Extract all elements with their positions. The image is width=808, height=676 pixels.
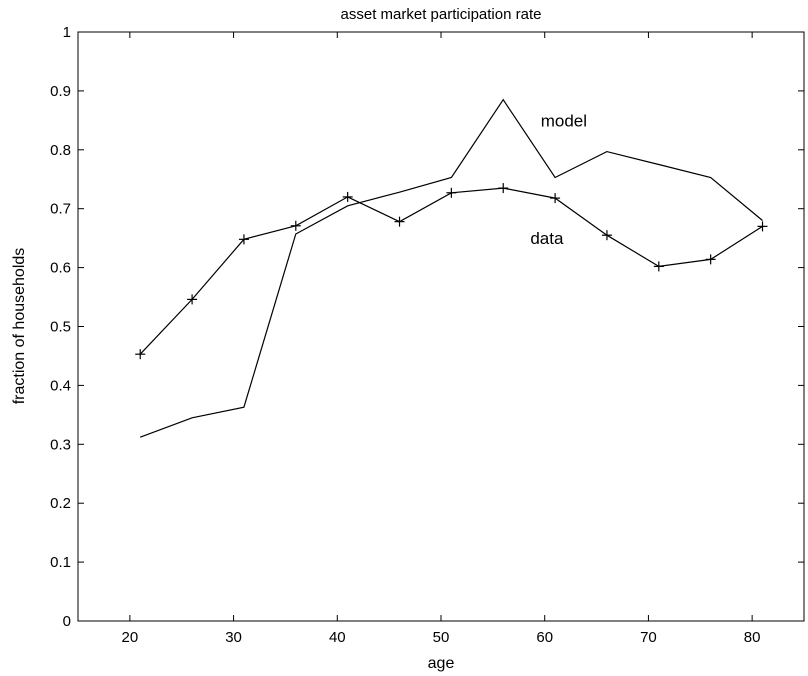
x-tick-label: 70 [640,629,657,646]
annotation-data: data [530,229,564,248]
annotation-layer: model data [530,111,587,248]
x-axis-label: age [428,655,455,672]
y-tick-label: 0.1 [50,554,71,571]
y-tick-label: 0 [63,613,71,630]
y-tick-label: 0.3 [50,436,71,453]
y-tick-label: 0.4 [50,377,71,394]
x-tick-label: 80 [744,629,761,646]
x-tick-label: 60 [536,629,553,646]
y-tick-label: 0.2 [50,495,71,512]
axis-ticks: 20 30 40 50 60 70 80 0 0.1 0.2 0.3 0.4 0.5 0.6 0.7 0.8 0… [50,24,804,646]
y-axis-label: fraction of households [11,248,28,405]
y-tick-label: 0.6 [50,260,71,277]
x-tick-label: 40 [329,629,346,646]
data-point-data [238,234,249,245]
series-line-model [139,98,763,438]
data-point-data [342,191,353,202]
data-point-data [446,187,457,198]
data-point-data [550,193,561,204]
y-tick-label: 1 [63,24,71,41]
data-point-data [135,349,146,360]
series-layer [135,98,768,438]
data-point-data [498,183,509,194]
data-point-data [394,216,405,227]
y-tick-label: 0.9 [50,83,71,100]
y-tick-label: 0.8 [50,142,71,159]
data-point-data [705,254,716,265]
y-tick-label: 0.7 [50,201,71,218]
x-tick-label: 20 [122,629,139,646]
data-point-data [187,294,198,305]
plot-frame [77,31,805,622]
y-tick-label: 0.5 [50,319,71,336]
chart-title: asset market participation rate [341,6,542,23]
data-point-data [757,221,768,232]
data-point-data [290,220,301,231]
data-point-data [601,230,612,241]
series-line-data [139,187,763,355]
x-tick-label: 50 [433,629,450,646]
data-point-data [653,261,664,272]
x-tick-label: 30 [225,629,242,646]
annotation-model: model [541,111,587,130]
